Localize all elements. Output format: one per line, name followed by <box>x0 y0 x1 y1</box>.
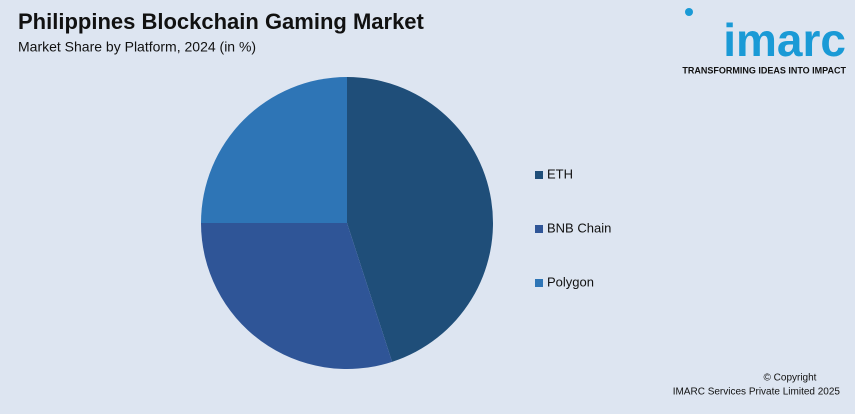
legend-swatch <box>535 171 543 179</box>
pie-slice <box>347 77 493 362</box>
legend-label: ETH <box>547 166 573 181</box>
logo-tagline: TRANSFORMING IDEAS INTO IMPACT <box>682 65 846 75</box>
legend-label: BNB Chain <box>547 220 611 235</box>
copyright-owner: IMARC Services Private Limited 2025 <box>673 387 841 398</box>
logo: imarc <box>723 14 846 66</box>
legend-swatch <box>535 225 543 233</box>
chart-subtitle: Market Share by Platform, 2024 (in %) <box>18 39 256 55</box>
logo-dot <box>685 8 693 16</box>
copyright: © Copyright <box>764 373 817 384</box>
legend-swatch <box>535 279 543 287</box>
pie-slice <box>201 223 393 369</box>
pie-slice <box>201 77 347 223</box>
chart-title: Philippines Blockchain Gaming Market <box>18 9 425 34</box>
legend-label: Polygon <box>547 274 594 289</box>
